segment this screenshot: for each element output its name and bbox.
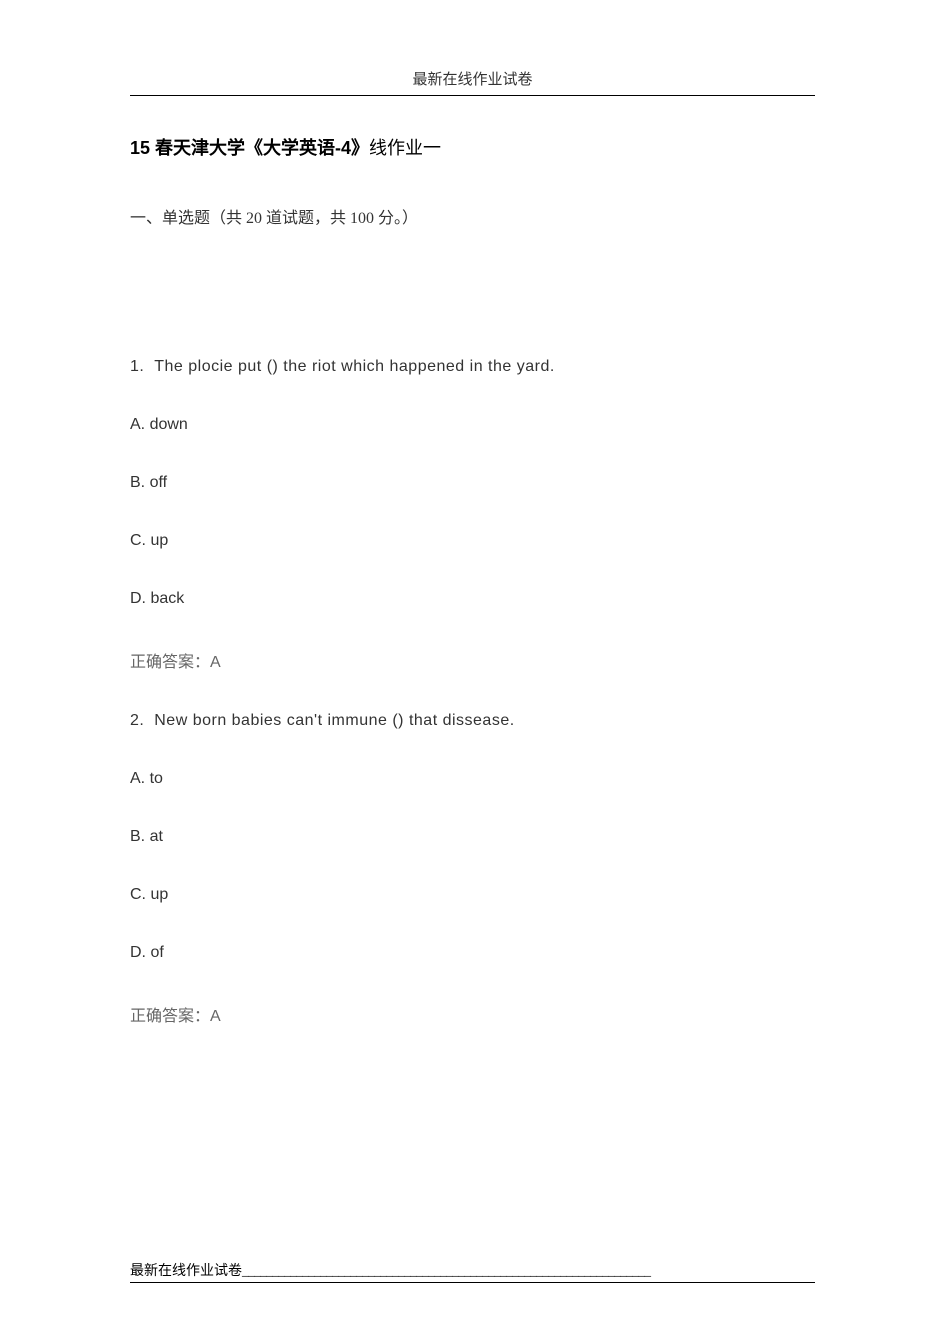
question-text: 1. The plocie put () the riot which happ… xyxy=(130,358,815,376)
answer-line: 正确答案：A xyxy=(130,648,815,672)
page-footer: 最新在线作业试卷________________________________… xyxy=(130,1260,815,1283)
question-block-1: 1. The plocie put () the riot which happ… xyxy=(130,358,815,672)
footer-text: 最新在线作业试卷________________________________… xyxy=(130,1260,815,1283)
question-text: 2. New born babies can't immune () that … xyxy=(130,712,815,730)
footer-line: ________________________________________… xyxy=(242,1264,650,1279)
title-bold-text: 春天津大学《大学英语-4》 xyxy=(150,138,369,158)
option-b: B. at xyxy=(130,828,815,846)
option-d: D. back xyxy=(130,590,815,608)
answer-label: 正确答案： xyxy=(130,1008,210,1025)
page-container: 最新在线作业试卷 15 春天津大学《大学英语-4》线作业一 一、单选题（共 20… xyxy=(0,0,945,1026)
option-b: B. off xyxy=(130,474,815,492)
section-title: 一、单选题（共 20 道试题，共 100 分。） xyxy=(130,204,815,228)
answer-value: A xyxy=(210,654,221,671)
option-a: A. down xyxy=(130,416,815,434)
answer-label: 正确答案： xyxy=(130,654,210,671)
question-block-2: 2. New born babies can't immune () that … xyxy=(130,712,815,1026)
answer-line: 正确答案：A xyxy=(130,1002,815,1026)
title-rest: 线作业一 xyxy=(369,138,441,158)
option-c: C. up xyxy=(130,532,815,550)
option-d: D. of xyxy=(130,944,815,962)
answer-value: A xyxy=(210,1008,221,1025)
option-a: A. to xyxy=(130,770,815,788)
footer-label: 最新在线作业试卷 xyxy=(130,1264,242,1279)
question-content: New born babies can't immune () that dis… xyxy=(154,712,514,729)
option-c: C. up xyxy=(130,886,815,904)
title-bold-number: 15 xyxy=(130,138,150,158)
question-content: The plocie put () the riot which happene… xyxy=(154,358,555,375)
question-number: 2. xyxy=(130,712,144,729)
main-title: 15 春天津大学《大学英语-4》线作业一 xyxy=(130,134,815,160)
page-header: 最新在线作业试卷 xyxy=(130,68,815,96)
question-number: 1. xyxy=(130,358,144,375)
